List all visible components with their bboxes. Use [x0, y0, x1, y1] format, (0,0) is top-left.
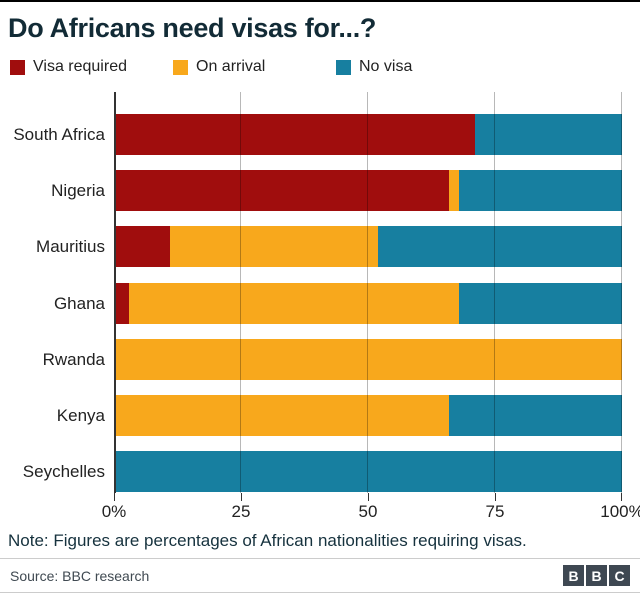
axis-tick-label: 75 — [485, 502, 505, 521]
axis-tick — [241, 493, 242, 501]
bar-row — [114, 114, 622, 155]
category-label: Seychelles — [22, 462, 105, 481]
footer-divider — [0, 558, 640, 559]
bar-row — [114, 395, 622, 436]
legend-label: No visa — [359, 58, 413, 75]
category-label: Rwanda — [42, 350, 105, 369]
category-label: Nigeria — [51, 181, 105, 200]
gridline — [240, 92, 241, 493]
axis-tick — [114, 493, 115, 501]
bbc-logo-block: C — [609, 565, 630, 586]
axis-tick-label: 0% — [101, 502, 127, 521]
y-axis-line — [114, 92, 116, 493]
gridline — [621, 92, 622, 493]
bar-row — [114, 170, 622, 211]
bar-segment — [114, 170, 450, 211]
bar-segment — [459, 170, 622, 211]
bar-segment — [474, 114, 622, 155]
bar-segment — [114, 283, 130, 324]
bbc-logo-block: B — [586, 565, 607, 586]
bar-segment — [449, 395, 622, 436]
gridline — [367, 92, 368, 493]
chart-title: Do Africans need visas for...? — [8, 13, 377, 43]
bar-segment — [114, 114, 475, 155]
bar-segment — [169, 226, 379, 267]
bar-row — [114, 283, 622, 324]
chart-legend: Visa required On arrival No visa — [10, 58, 640, 76]
legend-item-on-arrival: On arrival — [173, 58, 336, 76]
y-axis-labels: South Africa Nigeria Mauritius Ghana Rwanda K… — [0, 92, 114, 493]
x-axis: 0% 25 50 75 100% — [102, 493, 640, 523]
gridline — [494, 92, 495, 493]
axis-tick — [495, 493, 496, 501]
legend-item-no-visa: No visa — [336, 58, 412, 76]
bar-row — [114, 339, 622, 380]
bar-segment — [449, 170, 460, 211]
bbc-logo: B B C — [563, 565, 630, 586]
axis-tick — [621, 493, 622, 501]
stacked-bar-chart: South Africa Nigeria Mauritius Ghana Rwanda K… — [0, 92, 640, 493]
legend-label: Visa required — [33, 58, 127, 75]
visa-required-swatch-icon — [10, 59, 25, 75]
axis-tick-label: 25 — [231, 502, 251, 521]
bar-segment — [114, 395, 450, 436]
axis-tick-label: 50 — [358, 502, 378, 521]
axis-tick — [368, 493, 369, 501]
category-label: Ghana — [53, 294, 105, 313]
legend-label: On arrival — [196, 58, 266, 75]
on-arrival-swatch-icon — [173, 59, 188, 75]
axis-tick-label: 100% — [600, 502, 640, 521]
source-text: Source: BBC research — [10, 567, 150, 584]
bar-segment — [114, 339, 622, 380]
legend-item-visa-required: Visa required — [10, 58, 173, 76]
bar-segment — [114, 226, 170, 267]
bar-row — [114, 451, 622, 492]
source-row: Source: BBC research B B C — [0, 559, 640, 587]
category-label: Kenya — [56, 406, 105, 425]
bar-segment — [129, 283, 460, 324]
category-label: South Africa — [13, 125, 105, 144]
bar-row — [114, 226, 622, 267]
bar-segment — [378, 226, 622, 267]
top-border-rule — [0, 0, 640, 2]
bar-segment — [114, 451, 622, 492]
plot-area — [114, 92, 622, 493]
chart-note: Note: Figures are percentages of African… — [8, 531, 527, 550]
bar-segment — [459, 283, 622, 324]
category-label: Mauritius — [36, 237, 105, 256]
no-visa-swatch-icon — [336, 59, 351, 75]
bbc-logo-block: B — [563, 565, 584, 586]
